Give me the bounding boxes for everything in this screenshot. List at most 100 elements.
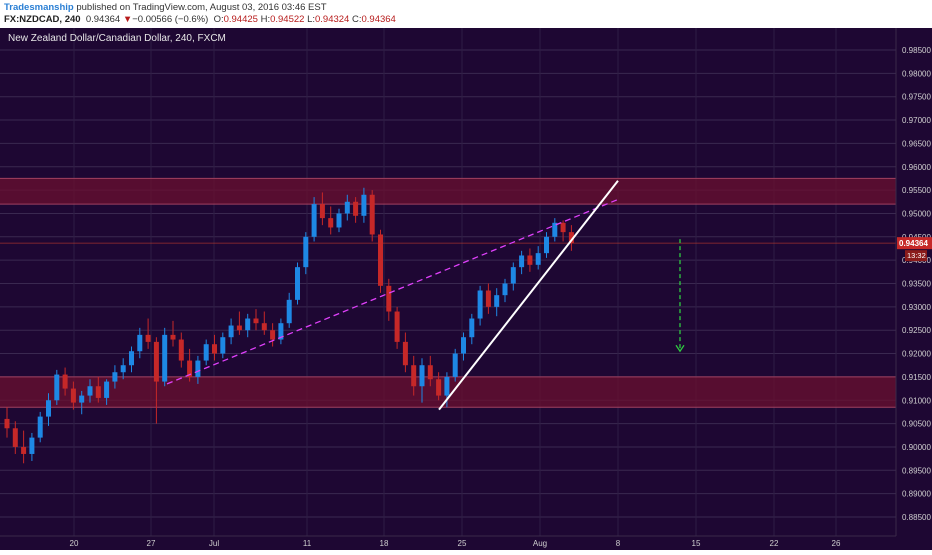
price-tick-label: 0.91000 [902, 396, 931, 405]
candle-body [178, 339, 184, 361]
candle-body [153, 341, 159, 382]
time-tick-label: 22 [770, 539, 779, 548]
candle-body [120, 365, 126, 373]
candle-body [436, 379, 442, 396]
time-tick-label: 26 [832, 539, 841, 548]
candle-body [129, 351, 134, 366]
trendline-dashed[interactable] [166, 198, 619, 385]
time-tick-label: Aug [533, 539, 547, 548]
price-tick-label: 0.96000 [902, 163, 931, 172]
candle-body [361, 194, 367, 216]
candle-body [461, 337, 466, 354]
candle-body [328, 218, 334, 228]
candle-body [286, 299, 292, 324]
price-tick-label: 0.88500 [902, 513, 931, 522]
candle-body [336, 213, 342, 228]
time-axis-background [0, 536, 932, 550]
candle-body [311, 204, 317, 237]
trendline-solid[interactable] [438, 180, 619, 411]
candle-body [295, 267, 300, 300]
candle-body [369, 194, 375, 235]
candle-body [236, 325, 242, 331]
candle-body [519, 255, 525, 268]
trendlines[interactable] [166, 180, 685, 411]
candle-body [4, 418, 10, 429]
candles [4, 187, 574, 464]
candle-body [112, 372, 118, 382]
candle-body [170, 334, 176, 340]
candle-body [187, 360, 193, 377]
candle-body [452, 353, 458, 377]
candle-body [353, 201, 359, 216]
author-link[interactable]: Tradesmanship [4, 2, 74, 13]
candle-body [195, 360, 201, 377]
candle-body [469, 318, 475, 338]
publish-line: Tradesmanship published on TradingView.c… [4, 2, 327, 13]
candle-body [344, 201, 350, 214]
candle-body [46, 400, 51, 417]
published-text: published on TradingView.com, August 03,… [76, 2, 327, 13]
candle-body [12, 428, 18, 447]
chart-area[interactable]: New Zealand Dollar/Canadian Dollar, 240,… [0, 28, 932, 550]
candle-body [394, 311, 400, 342]
candle-body [212, 344, 217, 354]
candle-body [37, 416, 43, 438]
chart-background [0, 28, 932, 550]
candle-body [386, 285, 392, 312]
candle-body [162, 334, 168, 382]
candle-body [378, 234, 383, 286]
low-label: L: [307, 14, 315, 25]
candle-body [411, 365, 417, 387]
candle-body [568, 232, 574, 244]
candle-body [477, 290, 483, 319]
price-tag-box [897, 237, 932, 250]
candle-body [203, 344, 209, 361]
countdown-label: 13:32 [907, 251, 926, 260]
publish-header: Tradesmanship published on TradingView.c… [0, 0, 932, 28]
candle-body [560, 222, 566, 233]
candle-body [278, 323, 284, 340]
time-tick-label: 27 [147, 539, 156, 548]
candle-body [54, 374, 60, 401]
candle-body [228, 325, 234, 338]
time-tick-label: 15 [692, 539, 701, 548]
candle-body [21, 446, 27, 454]
last-price: 0.94364 [85, 14, 121, 25]
candle-body [261, 323, 267, 331]
candle-body [419, 365, 425, 387]
time-tick-label: 20 [70, 539, 79, 548]
price-tick-label: 0.90000 [902, 443, 931, 452]
price-tick-label: 0.97000 [902, 116, 931, 125]
candle-body [502, 283, 508, 296]
price-tick-label: 0.98000 [902, 69, 931, 78]
time-tick-label: 25 [458, 539, 467, 548]
price-tick-label: 0.95000 [902, 209, 931, 218]
price-tick-label: 0.89000 [902, 490, 931, 499]
candle-body [427, 365, 433, 380]
high-value: 0.94522 [270, 14, 305, 25]
candle-body [245, 318, 251, 331]
open-value: 0.94425 [223, 14, 258, 25]
candle-body [220, 337, 226, 354]
price-tick-label: 0.90500 [902, 420, 931, 429]
candle-body [253, 318, 259, 324]
price-chart[interactable]: New Zealand Dollar/Canadian Dollar, 240,… [0, 28, 932, 550]
time-axis[interactable]: 20 27 Jul 11 18 25 Aug 8 15 22 26 [70, 539, 841, 548]
last-price-tag: 0.94364 13:32 [897, 237, 932, 262]
price-tick-label: 0.92000 [902, 350, 931, 359]
candle-body [527, 255, 533, 265]
chart-title: New Zealand Dollar/Canadian Dollar, 240,… [8, 33, 226, 44]
price-tick-label: 0.97500 [902, 93, 931, 102]
price-tick-label: 0.92500 [902, 326, 931, 335]
candle-body [104, 381, 110, 398]
arrow-head-icon [675, 344, 685, 353]
price-axis[interactable]: 0.98500 0.98000 0.97500 0.97000 0.96500 0.960… [902, 46, 931, 522]
symbol-line: FX:NZDCAD, 240 0.94364 ▼−0.00566 (−0.6%)… [4, 14, 396, 25]
close-value: 0.94364 [361, 14, 396, 25]
candle-body [510, 267, 516, 284]
candle-body [402, 341, 408, 366]
symbol-label: FX:NZDCAD, 240 [4, 14, 81, 25]
candle-body [485, 290, 491, 307]
price-tick-label: 0.91500 [902, 373, 931, 382]
price-tick-label: 0.89500 [902, 466, 931, 475]
